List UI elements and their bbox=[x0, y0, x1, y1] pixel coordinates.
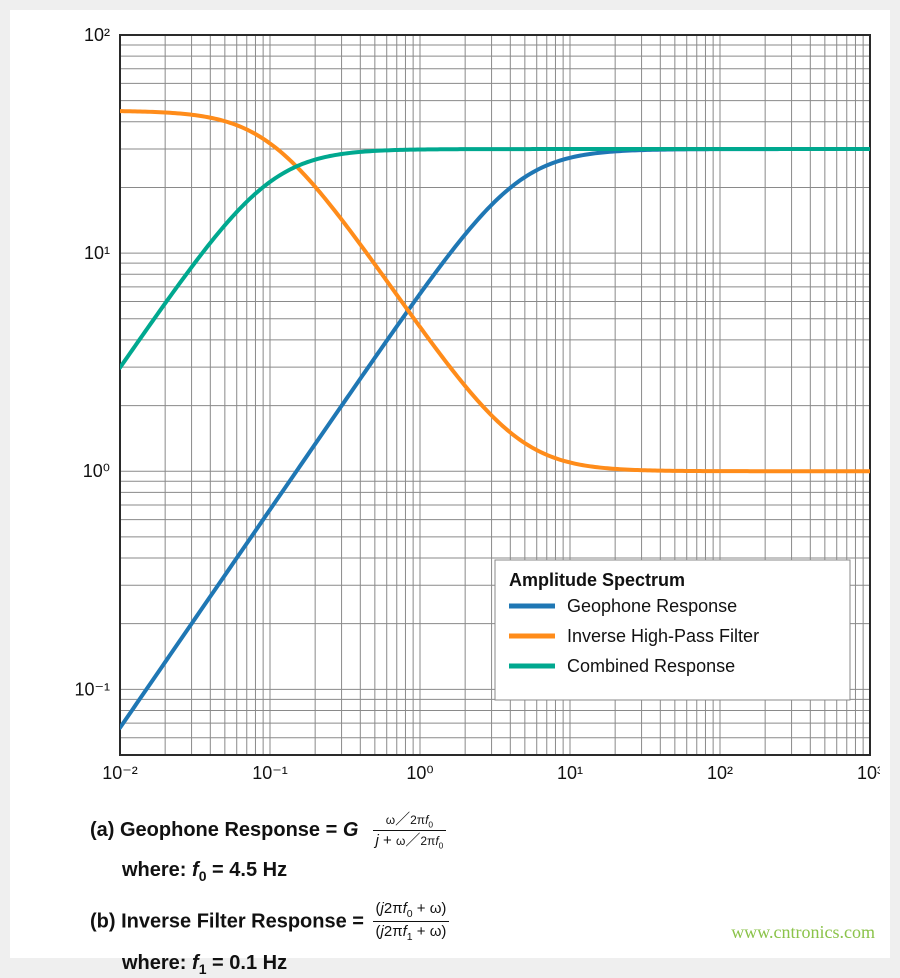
svg-text:10²: 10² bbox=[84, 25, 110, 45]
svg-text:10²: 10² bbox=[707, 763, 733, 783]
amplitude-spectrum-chart: 10⁻² 10⁻¹ 10⁰ 10¹ 10² 10³ 10⁻¹ 10⁰ 10¹ 10² Amplitu… bbox=[70, 25, 880, 785]
svg-text:10³: 10³ bbox=[857, 763, 880, 783]
eq-b-fraction: (j2πf0 + ω) (j2πf1 + ω) bbox=[373, 899, 450, 945]
svg-text:Combined Response: Combined Response bbox=[567, 656, 735, 676]
eq-a-fraction: ω／2πf0 j + ω／2πf0 bbox=[373, 810, 447, 852]
svg-text:10¹: 10¹ bbox=[557, 763, 583, 783]
svg-text:10⁰: 10⁰ bbox=[83, 461, 110, 481]
equations-block: (a) Geophone Response = G ω／2πf0 j + ω／2… bbox=[90, 805, 870, 978]
watermark: www.cntronics.com bbox=[731, 922, 875, 943]
eq-a-where: where: bbox=[122, 859, 192, 881]
svg-text:10⁻²: 10⁻² bbox=[102, 763, 138, 783]
svg-text:10¹: 10¹ bbox=[84, 243, 110, 263]
svg-text:Inverse High-Pass Filter: Inverse High-Pass Filter bbox=[567, 626, 759, 646]
svg-text:10⁻¹: 10⁻¹ bbox=[252, 763, 288, 783]
eq-b-where: where: bbox=[122, 952, 192, 974]
svg-text:Geophone Response: Geophone Response bbox=[567, 596, 737, 616]
eq-b-label: (b) Inverse Filter Response = bbox=[90, 910, 370, 932]
eq-a-label: (a) Geophone Response = bbox=[90, 819, 343, 841]
svg-text:Amplitude Spectrum: Amplitude Spectrum bbox=[509, 570, 685, 590]
svg-text:10⁻¹: 10⁻¹ bbox=[74, 679, 110, 699]
eq-a-G: G bbox=[343, 819, 359, 841]
svg-text:10⁰: 10⁰ bbox=[406, 763, 433, 783]
